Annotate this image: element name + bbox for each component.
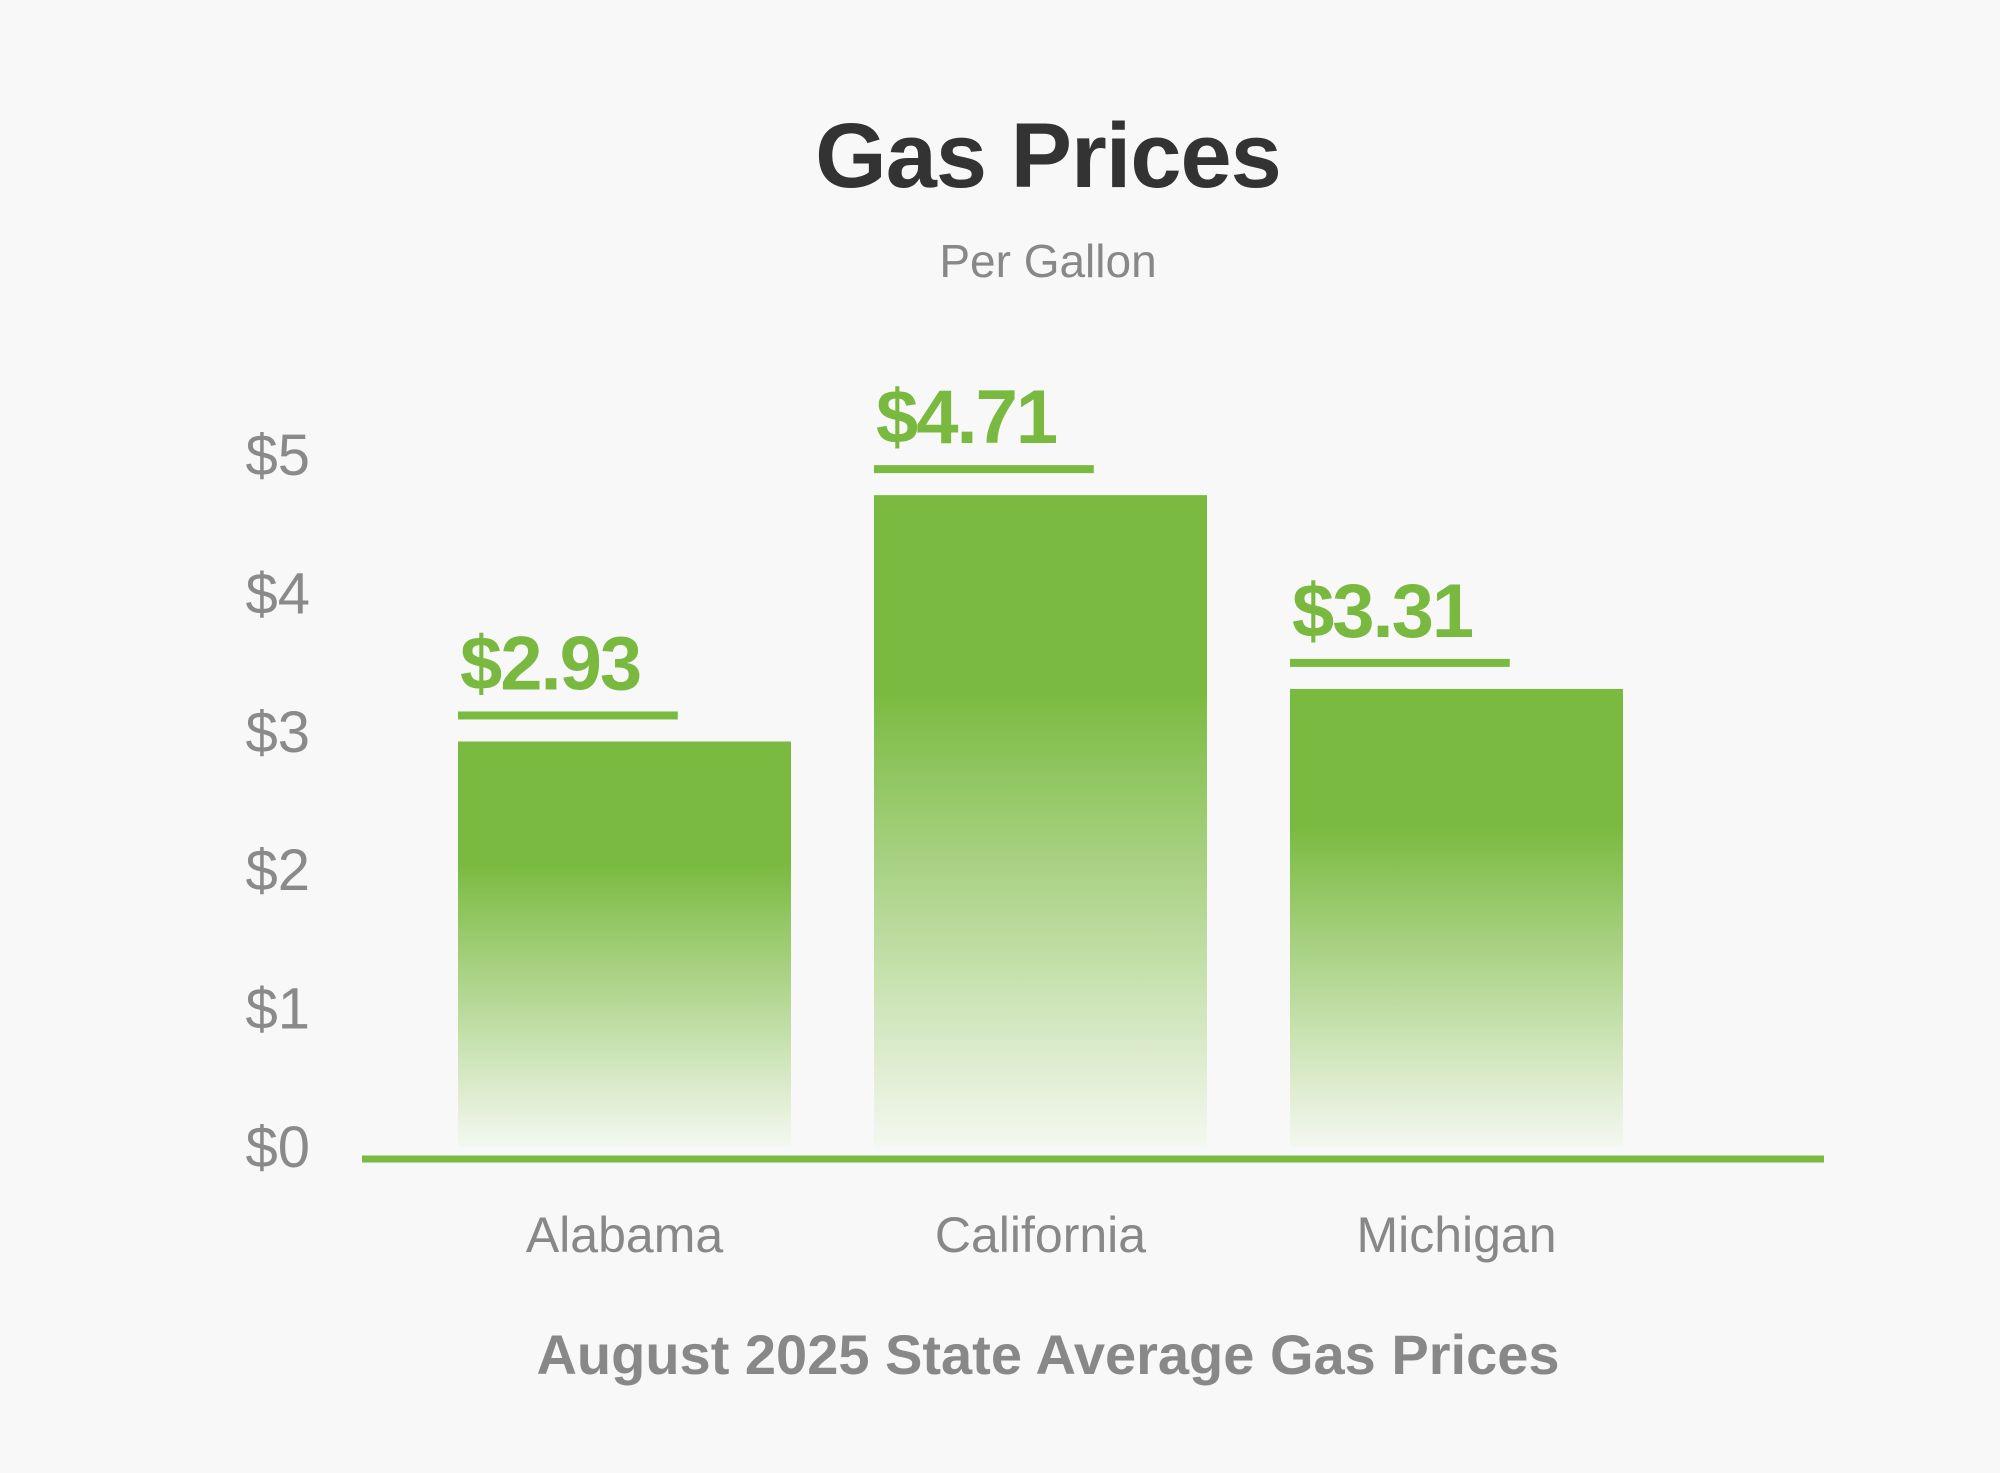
category-label: Alabama xyxy=(526,1207,724,1263)
y-axis: $0 $1 $2 $3 $4 $5 xyxy=(245,423,310,1180)
bar-value-underline xyxy=(874,465,1094,474)
y-tick-label: $4 xyxy=(245,561,310,626)
chart-subtitle: Per Gallon xyxy=(939,235,1157,287)
y-tick-label: $3 xyxy=(245,700,310,765)
bar-value-label: $4.71 xyxy=(876,375,1057,460)
bar-value-underline xyxy=(458,711,678,720)
bar-value-label: $2.93 xyxy=(460,621,640,706)
y-tick-label: $0 xyxy=(245,1115,310,1180)
chart-title: Gas Prices xyxy=(815,105,1282,207)
y-tick-label: $1 xyxy=(245,977,310,1042)
bars-group: $2.93 $4.71 $3.31 xyxy=(458,375,1623,1147)
x-axis-title: August 2025 State Average Gas Prices xyxy=(536,1323,1559,1386)
y-tick-label: $2 xyxy=(245,838,310,903)
bar xyxy=(458,741,791,1147)
category-label: Michigan xyxy=(1356,1207,1556,1263)
bar xyxy=(1290,688,1623,1147)
y-tick-label: $5 xyxy=(245,423,310,488)
bar-value-label: $3.31 xyxy=(1292,569,1473,654)
bar xyxy=(874,495,1207,1147)
category-label: California xyxy=(935,1207,1146,1263)
bar-value-underline xyxy=(1290,658,1510,667)
x-axis-labels: Alabama California Michigan xyxy=(526,1207,1557,1263)
